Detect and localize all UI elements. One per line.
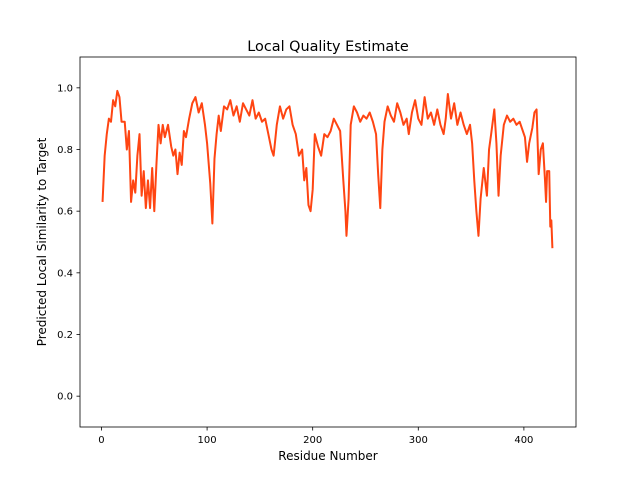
y-tick-label: 0.4 <box>57 268 73 279</box>
x-tick-label: 200 <box>303 435 322 446</box>
x-tick-label: 100 <box>198 435 217 446</box>
x-axis-label: Residue Number <box>278 449 377 463</box>
x-tick-label: 300 <box>409 435 428 446</box>
y-tick-label: 0.6 <box>57 207 73 218</box>
x-tick-label: 400 <box>514 435 533 446</box>
chart-title: Local Quality Estimate <box>247 39 409 55</box>
y-tick-label: 1.0 <box>57 83 73 94</box>
data-line <box>101 89 554 249</box>
y-tick-label: 0.0 <box>57 392 73 403</box>
y-tick-label: 0.2 <box>57 330 73 341</box>
plot-frame <box>79 56 577 428</box>
x-tick-label: 0 <box>98 435 104 446</box>
y-axis-label: Predicted Local Similarity to Target <box>35 137 49 346</box>
y-tick-label: 0.8 <box>57 145 73 156</box>
